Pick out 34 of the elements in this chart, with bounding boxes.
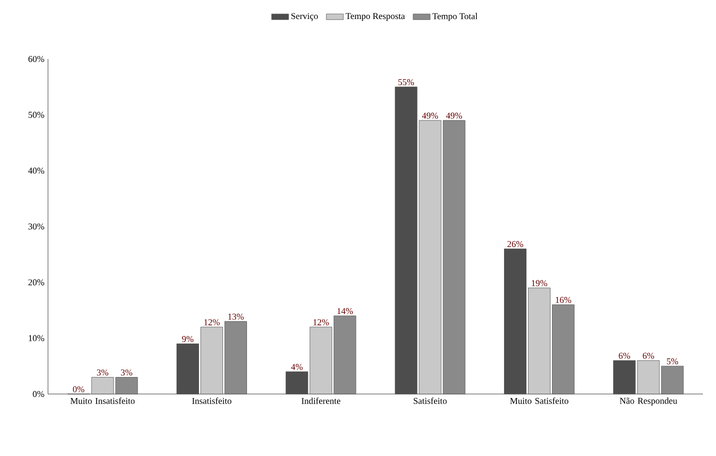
y-tick-label: 60% [28, 56, 44, 62]
x-tick-label: Indiferente [302, 398, 340, 404]
x-tick-label: Insatisfeito [192, 398, 232, 404]
data-label: 3% [97, 369, 108, 376]
data-label: 49% [446, 112, 462, 119]
data-label: 13% [228, 314, 244, 320]
x-tick-label: Muito Satisfeito [510, 398, 568, 404]
data-label: 6% [618, 352, 630, 359]
legend-label: Tempo Total [432, 12, 478, 22]
x-tick-label: Muito Insatisfeito [70, 398, 135, 404]
y-tick-label: 0% [32, 390, 44, 398]
legend-label: Serviço [291, 13, 318, 21]
data-label: 49% [422, 112, 438, 119]
y-tick-label: 20% [28, 279, 44, 286]
data-label: 12% [204, 319, 220, 326]
data-label: 5% [666, 358, 678, 364]
data-label: 0% [72, 386, 84, 392]
data-label: 9% [182, 336, 194, 342]
data-label: 6% [642, 352, 654, 359]
data-label: 14% [337, 308, 353, 314]
data-label: 12% [313, 319, 329, 326]
data-label: 3% [121, 369, 132, 376]
data-label: 55% [398, 79, 414, 86]
y-tick-label: 50% [28, 112, 44, 118]
x-tick-label: Não Respondeu [620, 398, 678, 406]
data-label: 4% [291, 364, 303, 370]
y-tick-label: 10% [28, 335, 44, 342]
data-label: 16% [556, 296, 572, 303]
legend-label: Tempo Resposta [346, 13, 405, 21]
y-tick-label: 40% [28, 168, 44, 174]
x-tick-label: Satisfeito [414, 398, 447, 404]
data-label: 26% [507, 241, 524, 248]
y-tick-label: 30% [28, 223, 44, 230]
data-label: 19% [532, 280, 548, 286]
